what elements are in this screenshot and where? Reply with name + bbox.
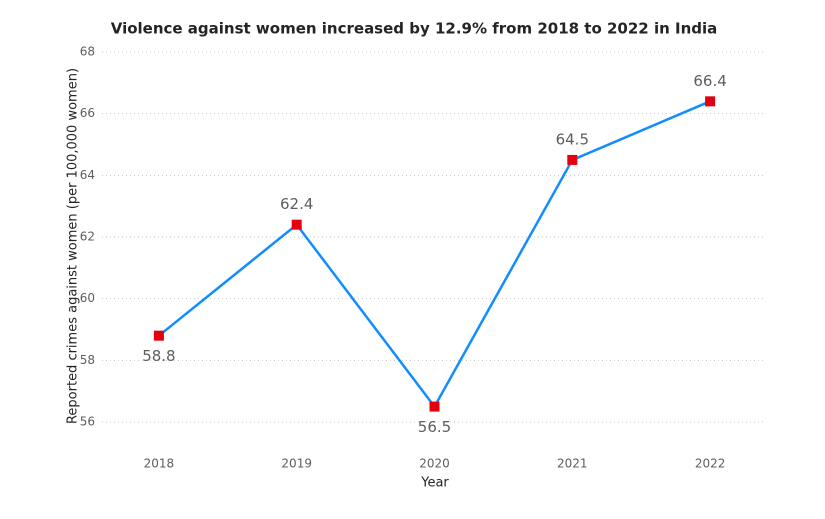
- chart-title: Violence against women increased by 12.9…: [111, 20, 718, 38]
- x-tick-label: 2020: [419, 457, 450, 471]
- x-tick-label: 2018: [144, 457, 175, 471]
- x-tick-label: 2022: [695, 457, 726, 471]
- marker: [291, 219, 302, 230]
- marker: [705, 96, 716, 107]
- x-axis-title: Year: [420, 476, 449, 491]
- x-tick-label: 2019: [281, 457, 312, 471]
- marker: [567, 154, 578, 165]
- data-label: 64.5: [556, 130, 589, 148]
- data-label: 62.4: [280, 195, 313, 213]
- data-label: 66.4: [693, 72, 726, 90]
- y-tick-label: 60: [80, 291, 95, 305]
- y-tick-label: 62: [80, 230, 95, 244]
- y-tick-label: 56: [80, 415, 95, 429]
- x-tick-label: 2021: [557, 457, 588, 471]
- data-label: 58.8: [142, 347, 175, 365]
- y-tick-label: 66: [80, 106, 95, 120]
- y-tick-label: 64: [80, 168, 95, 182]
- y-axis-title: Reported crimes against women (per 100,0…: [66, 68, 81, 424]
- marker: [153, 330, 164, 341]
- y-tick-label: 68: [80, 45, 95, 59]
- data-label: 56.5: [418, 418, 451, 436]
- marker: [429, 401, 440, 412]
- y-tick-label: 58: [80, 353, 95, 367]
